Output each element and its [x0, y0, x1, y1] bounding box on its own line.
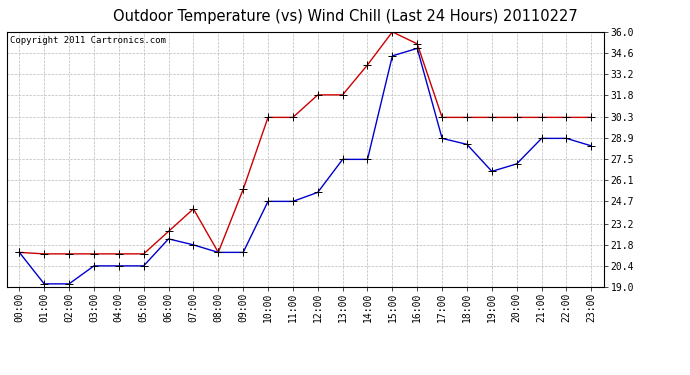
Text: Copyright 2011 Cartronics.com: Copyright 2011 Cartronics.com: [10, 36, 166, 45]
Text: Outdoor Temperature (vs) Wind Chill (Last 24 Hours) 20110227: Outdoor Temperature (vs) Wind Chill (Las…: [112, 9, 578, 24]
